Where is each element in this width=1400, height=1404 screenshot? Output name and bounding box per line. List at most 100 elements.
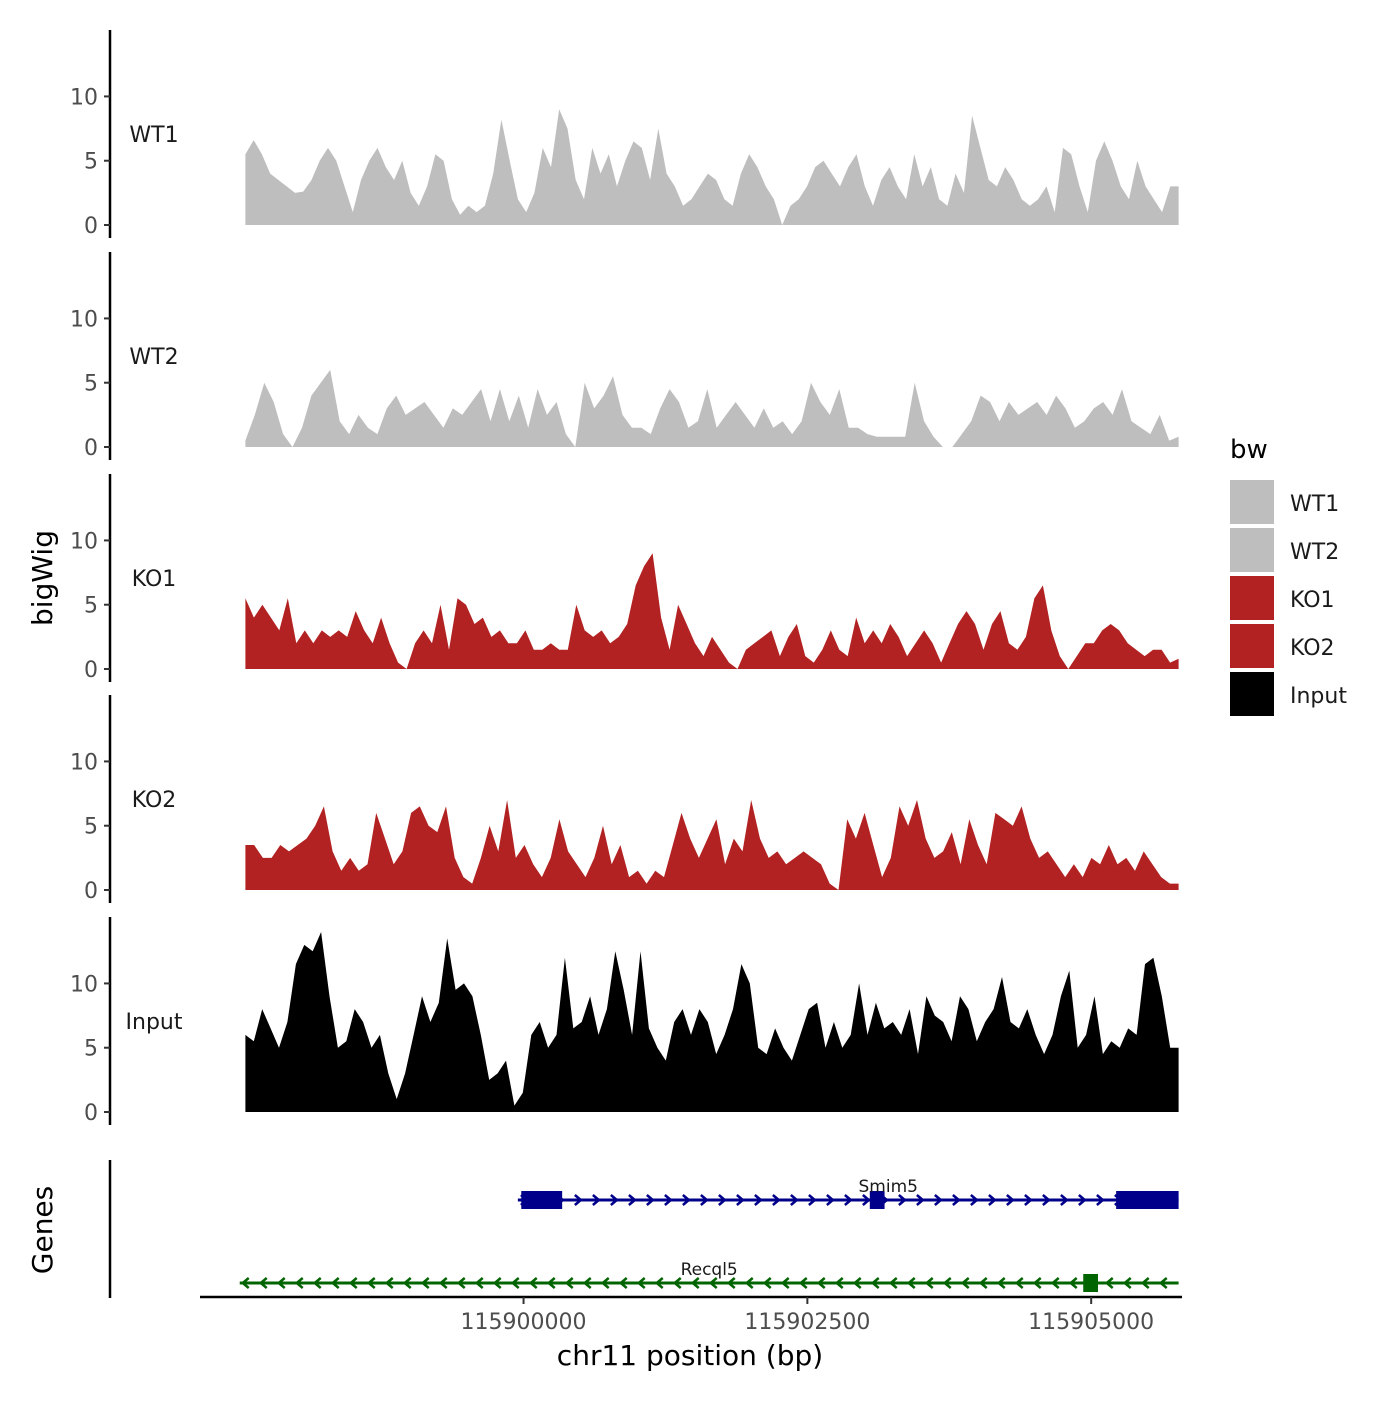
strand-arrow (384, 1277, 394, 1289)
legend-swatch (1230, 576, 1274, 620)
exon-block (521, 1191, 563, 1209)
strand-arrow (402, 1277, 412, 1289)
legend-swatch (1230, 624, 1274, 668)
track-panel-input: 0 5 10 Input (70, 917, 1179, 1126)
strand-arrow (646, 1194, 655, 1206)
legend-label: WT2 (1290, 540, 1339, 565)
strand-arrow (682, 1194, 691, 1206)
strand-arrow (798, 1277, 808, 1289)
strand-arrow (1104, 1277, 1114, 1289)
y-tick-label: 10 (70, 750, 98, 775)
strand-arrow (870, 1277, 880, 1289)
strand-arrow (780, 1277, 790, 1289)
strand-arrow (276, 1277, 286, 1289)
strand-arrow (970, 1194, 979, 1206)
strand-arrow (294, 1277, 304, 1289)
strand-arrow (1006, 1194, 1015, 1206)
signal-area (245, 932, 1179, 1112)
strand-arrow (844, 1194, 853, 1206)
legend-label: WT1 (1290, 492, 1339, 517)
strand-arrow (916, 1194, 925, 1206)
strand-arrow (618, 1277, 628, 1289)
strand-arrow (592, 1194, 601, 1206)
x-tick-label: 115905000 (1028, 1310, 1154, 1335)
strand-arrow (978, 1277, 988, 1289)
track-panel-wt2: 0 5 10 WT2 (70, 252, 1179, 461)
genes-axis-title: Genes (26, 1186, 59, 1274)
legend-swatch (1230, 528, 1274, 572)
legend-label: Input (1290, 684, 1347, 709)
strand-arrow (1140, 1277, 1150, 1289)
strand-arrow (826, 1194, 835, 1206)
y-tick-label: 5 (84, 1037, 98, 1062)
strand-arrow (942, 1277, 952, 1289)
strand-arrow (330, 1277, 340, 1289)
y-tick-label: 5 (84, 594, 98, 619)
strand-arrow (1024, 1194, 1033, 1206)
legend: bw WT1 WT2 KO1 KO2 Input (1230, 435, 1347, 716)
strand-arrow (988, 1194, 997, 1206)
y-tick-label: 10 (70, 972, 98, 997)
strand-arrow (600, 1277, 610, 1289)
track-panels: 0 5 10 WT1 0 5 10 WT2 0 5 10 KO1 0 5 10 KO2 0 5 10 Input (70, 30, 1179, 1126)
track-label: KO2 (132, 788, 177, 813)
strand-arrow (726, 1277, 736, 1289)
strand-arrow (438, 1277, 448, 1289)
strand-arrow (718, 1194, 727, 1206)
legend-swatch (1230, 672, 1274, 716)
strand-arrow (924, 1277, 934, 1289)
strand-arrow (960, 1277, 970, 1289)
strand-arrow (816, 1277, 826, 1289)
strand-arrow (240, 1277, 250, 1289)
y-axis-title: bigWig (26, 530, 59, 626)
strand-arrow (754, 1194, 763, 1206)
strand-arrow (636, 1277, 646, 1289)
strand-arrow (1096, 1194, 1105, 1206)
strand-arrow (1122, 1277, 1132, 1289)
strand-arrow (1068, 1277, 1078, 1289)
strand-arrow (744, 1277, 754, 1289)
strand-arrow (492, 1277, 502, 1289)
track-label: WT1 (129, 123, 178, 148)
exon-block (869, 1191, 885, 1209)
strand-arrow (528, 1277, 538, 1289)
strand-arrow (1158, 1277, 1168, 1289)
strand-arrow (654, 1277, 664, 1289)
strand-arrow (1042, 1194, 1051, 1206)
strand-arrow (1050, 1277, 1060, 1289)
track-label: WT2 (129, 345, 178, 370)
x-tick-label: 115900000 (461, 1310, 587, 1335)
x-axis-title: chr11 position (bp) (557, 1339, 823, 1372)
strand-arrow (574, 1194, 583, 1206)
gene-recql5: Recql5 (239, 1260, 1179, 1292)
track-panel-ko1: 0 5 10 KO1 (70, 474, 1179, 683)
strand-arrow (790, 1194, 799, 1206)
strand-arrow (546, 1277, 556, 1289)
legend-title: bw (1230, 435, 1268, 465)
y-tick-label: 0 (84, 1101, 98, 1126)
strand-arrow (934, 1194, 943, 1206)
strand-arrow (700, 1194, 709, 1206)
strand-arrow (510, 1277, 520, 1289)
gene-smim5: Smim5 (517, 1177, 1179, 1209)
exon-block (1083, 1274, 1098, 1292)
strand-arrow (628, 1194, 637, 1206)
y-tick-label: 0 (84, 658, 98, 683)
y-tick-label: 5 (84, 815, 98, 840)
legend-label: KO1 (1290, 588, 1335, 613)
track-panel-wt1: 0 5 10 WT1 (70, 30, 1179, 239)
signal-area (245, 553, 1179, 669)
strand-arrow (420, 1277, 430, 1289)
y-tick-label: 0 (84, 879, 98, 904)
x-axis: 115900000 115902500 115905000 (200, 1295, 1182, 1335)
signal-area (245, 109, 1179, 225)
strand-arrow (690, 1277, 700, 1289)
y-tick-label: 0 (84, 436, 98, 461)
strand-arrow (312, 1277, 322, 1289)
y-tick-label: 5 (84, 150, 98, 175)
strand-arrow (898, 1194, 907, 1206)
strand-arrow (852, 1277, 862, 1289)
strand-arrow (672, 1277, 682, 1289)
